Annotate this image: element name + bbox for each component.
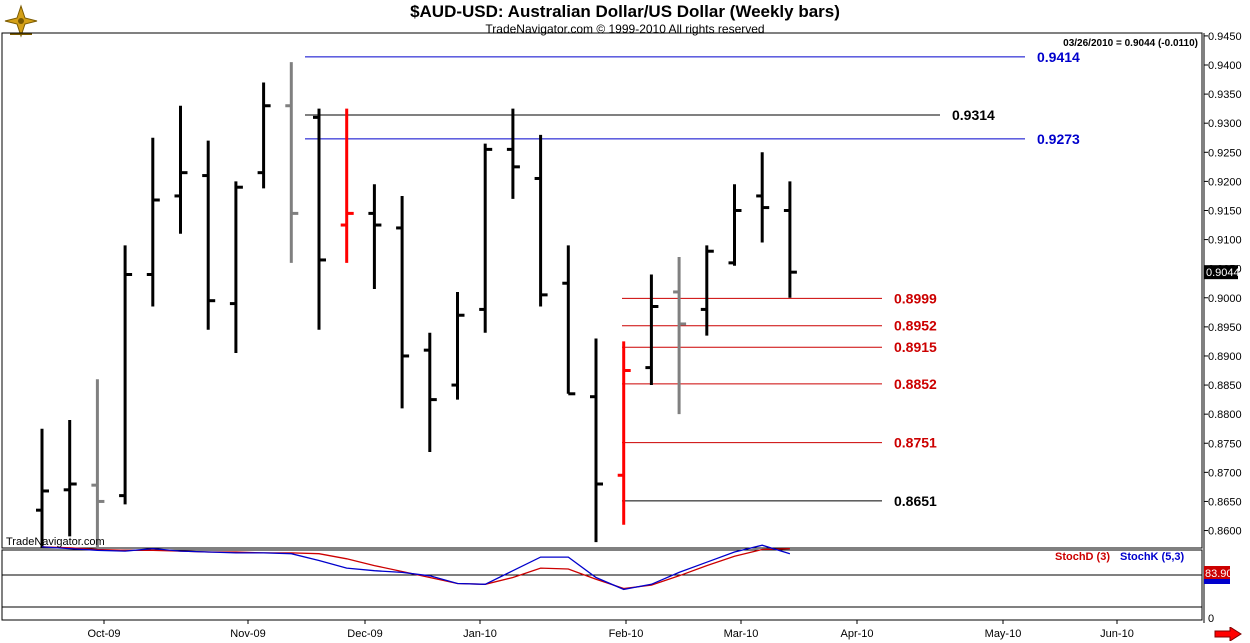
compass-logo-icon — [4, 4, 38, 38]
legend-stochk: StochK (5,3) — [1120, 551, 1185, 563]
scroll-right-arrow-icon[interactable] — [1214, 627, 1242, 641]
x-axis-label: May-10 — [985, 628, 1022, 640]
price-axis-label: 0.9250 — [1208, 147, 1242, 159]
price-axis-label: 0.8850 — [1208, 380, 1242, 392]
price-axis-label: 0.9450 — [1208, 31, 1242, 43]
level-label: 0.8915 — [894, 339, 937, 355]
oscillator-panel-frame — [1, 549, 1203, 621]
x-axis-label: Jan-10 — [463, 628, 497, 640]
price-axis-label: 0.8700 — [1208, 467, 1242, 479]
x-axis-label: Mar-10 — [724, 628, 759, 640]
x-axis-label: Feb-10 — [609, 628, 644, 640]
price-axis-label: 0.8800 — [1208, 409, 1242, 421]
level-label: 0.8651 — [894, 493, 937, 509]
price-axis-label: 0.8900 — [1208, 351, 1242, 363]
level-label: 0.8999 — [894, 290, 937, 306]
x-axis-label: Dec-09 — [347, 628, 382, 640]
x-axis-label: Nov-09 — [230, 628, 265, 640]
level-label: 0.8952 — [894, 318, 937, 334]
price-axis-label: 0.8950 — [1208, 322, 1242, 334]
price-axis-label: 0.9100 — [1208, 235, 1242, 247]
price-axis-label: 0.9200 — [1208, 176, 1242, 188]
level-label: 0.8852 — [894, 376, 937, 392]
level-label: 0.9273 — [1037, 131, 1080, 147]
current-price-tag-label: 0.9044 — [1206, 267, 1240, 279]
chart-title: $AUD-USD: Australian Dollar/US Dollar (W… — [410, 2, 840, 21]
level-label: 0.8751 — [894, 435, 937, 451]
price-axis-label: 0.8600 — [1208, 526, 1242, 538]
oscillator-series-line — [41, 544, 791, 591]
watermark: TradeNavigator.com — [6, 536, 105, 548]
price-axis-label: 0.9350 — [1208, 89, 1242, 101]
price-axis-label: 0.9150 — [1208, 205, 1242, 217]
x-axis-label: Jun-10 — [1100, 628, 1134, 640]
x-axis-label: Oct-09 — [87, 628, 120, 640]
oscillator-series-line — [41, 546, 790, 590]
legend-stochd: StochD (3) — [1055, 551, 1110, 563]
price-axis-label: 0.9300 — [1208, 118, 1242, 130]
price-readout: 03/26/2010 = 0.9044 (-0.0110) — [1063, 38, 1198, 49]
level-label: 0.9314 — [952, 107, 995, 123]
oscillator-axis-label: 0 — [1208, 613, 1214, 625]
price-axis-label: 0.9000 — [1208, 293, 1242, 305]
price-axis-label: 0.8750 — [1208, 438, 1242, 450]
current-price-tag — [1204, 265, 1238, 280]
x-axis-label: Apr-10 — [840, 628, 873, 640]
price-panel-frame — [1, 32, 1203, 549]
stochk-value-tag — [1204, 579, 1230, 584]
stoch-value-tag-label: 83.90 — [1205, 568, 1233, 580]
stoch-value-tag — [1204, 566, 1230, 579]
price-axis-label: 0.9400 — [1208, 60, 1242, 72]
price-axis-label: 0.8650 — [1208, 496, 1242, 508]
level-label: 0.9414 — [1037, 49, 1080, 65]
